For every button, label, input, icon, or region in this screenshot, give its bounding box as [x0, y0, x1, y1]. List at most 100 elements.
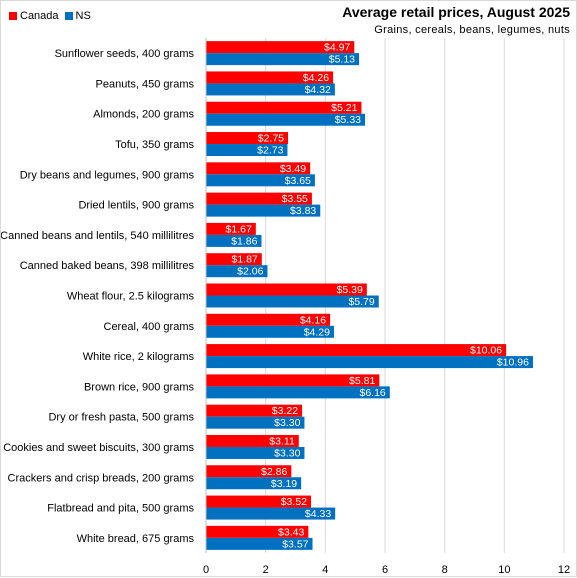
- category-label: Tofu, 350 grams: [115, 139, 194, 151]
- data-label-ns: $3.30: [274, 447, 300, 459]
- category-label: Cookies and sweet biscuits, 300 grams: [3, 442, 194, 454]
- category-label: Wheat flour, 2.5 kilograms: [67, 291, 195, 303]
- x-tick-label: 4: [322, 564, 328, 576]
- bar-canada: [206, 101, 362, 114]
- x-tick-label: 10: [498, 564, 510, 576]
- legend-item-ns: NS: [64, 10, 91, 22]
- bar-canada: [206, 525, 309, 538]
- category-label: Cereal, 400 grams: [104, 321, 195, 333]
- data-label-canada: $3.49: [280, 163, 306, 175]
- data-label-ns: $10.96: [497, 357, 529, 369]
- data-label-canada: $3.11: [269, 435, 295, 447]
- bar-ns: [206, 507, 336, 520]
- bar-canada: [206, 222, 256, 235]
- bar-ns: [206, 386, 390, 399]
- category-label: Canned baked beans, 398 millilitres: [20, 260, 195, 272]
- data-label-canada: $5.39: [337, 284, 363, 296]
- legend-item-canada: Canada: [9, 10, 59, 22]
- data-label-ns: $5.33: [335, 114, 361, 126]
- bar-ns: [206, 356, 533, 369]
- data-label-canada: $3.22: [272, 405, 298, 417]
- bar-ns: [206, 295, 379, 308]
- bar-canada: [206, 495, 312, 508]
- legend-label-canada: Canada: [20, 10, 59, 22]
- data-label-canada: $5.21: [331, 102, 357, 114]
- category-label: Canned beans and lentils, 540 millilitre…: [1, 230, 194, 242]
- data-label-canada: $3.43: [278, 526, 304, 538]
- category-label: Almonds, 200 grams: [93, 109, 194, 121]
- x-tick-label: 2: [263, 564, 269, 576]
- bar-canada: [206, 41, 355, 54]
- bar-ns: [206, 53, 360, 66]
- bar-ns: [206, 144, 288, 157]
- data-label-ns: $3.57: [282, 538, 308, 550]
- bar-canada: [206, 162, 311, 175]
- x-tick-label: 6: [382, 564, 388, 576]
- chart-subtitle: Grains, cereals, beans, legumes, nuts: [374, 24, 570, 36]
- category-label: Dry beans and legumes, 900 grams: [20, 169, 195, 181]
- bar-ns: [206, 537, 313, 550]
- data-label-ns: $6.16: [359, 387, 385, 399]
- bar-ns: [206, 325, 334, 338]
- category-label: Flatbread and pita, 500 grams: [47, 503, 194, 515]
- legend: Canada NS: [9, 10, 97, 22]
- bar-canada: [206, 192, 312, 205]
- data-label-canada: $4.97: [324, 42, 350, 54]
- data-label-ns: $4.29: [304, 326, 330, 338]
- data-label-canada: $1.67: [226, 223, 252, 235]
- data-label-ns: $4.33: [305, 508, 331, 520]
- bar-canada: [206, 71, 334, 84]
- data-label-ns: $1.86: [231, 235, 257, 247]
- data-label-ns: $3.83: [290, 205, 316, 217]
- category-label: White bread, 675 grams: [77, 533, 195, 545]
- data-label-canada: $3.55: [282, 193, 308, 205]
- bar-ns: [206, 234, 262, 247]
- chart-title: Average retail prices, August 2025: [342, 4, 570, 20]
- data-label-ns: $2.06: [237, 266, 263, 278]
- data-label-canada: $1.87: [232, 254, 258, 266]
- data-label-ns: $4.32: [305, 84, 331, 96]
- bar-canada: [206, 253, 262, 266]
- data-label-ns: $5.79: [348, 296, 374, 308]
- bar-ns: [206, 174, 315, 187]
- category-label: Brown rice, 900 grams: [84, 381, 195, 393]
- bar-ns: [206, 113, 366, 126]
- bar-canada: [206, 132, 289, 145]
- bar-canada: [206, 404, 303, 417]
- data-label-canada: $5.81: [349, 375, 375, 387]
- data-label-ns: $5.13: [329, 54, 355, 66]
- bar-canada: [206, 344, 507, 357]
- data-label-canada: $4.16: [300, 314, 326, 326]
- bar-ns: [206, 477, 302, 490]
- x-tick-label: 12: [558, 564, 570, 576]
- bar-canada: [206, 465, 292, 478]
- bar-ns: [206, 416, 305, 429]
- category-label: Sunflower seeds, 400 grams: [55, 48, 195, 60]
- data-label-ns: $3.19: [271, 478, 297, 490]
- bar-canada: [206, 283, 367, 296]
- category-label: Dried lentils, 900 grams: [78, 200, 194, 212]
- category-label: Crackers and crisp breads, 200 grams: [8, 472, 195, 484]
- data-label-canada: $2.75: [258, 133, 284, 145]
- x-tick-label: 8: [442, 564, 448, 576]
- data-label-canada: $2.86: [261, 466, 287, 478]
- data-label-ns: $3.65: [285, 175, 311, 187]
- legend-label-ns: NS: [75, 10, 91, 22]
- category-label: White rice, 2 kilograms: [83, 351, 195, 363]
- bar-canada: [206, 313, 331, 326]
- x-tick-label: 0: [203, 564, 209, 576]
- data-label-ns: $3.30: [274, 417, 300, 429]
- category-label: Peanuts, 450 grams: [96, 78, 195, 90]
- data-label-ns: $2.73: [257, 145, 283, 157]
- legend-swatch-canada: [9, 12, 17, 20]
- bar-canada: [206, 434, 299, 447]
- legend-swatch-ns: [64, 12, 73, 20]
- data-label-canada: $10.06: [470, 345, 502, 357]
- bar-ns: [206, 83, 335, 96]
- bar-ns: [206, 265, 268, 278]
- bar-ns: [206, 204, 321, 217]
- category-label: Dry or fresh pasta, 500 grams: [48, 412, 194, 424]
- data-label-canada: $3.52: [281, 496, 307, 508]
